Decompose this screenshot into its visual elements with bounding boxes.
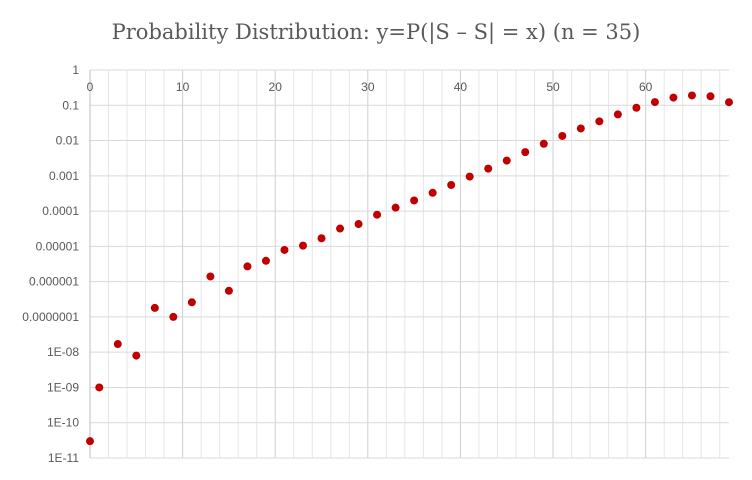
data-point — [465, 172, 474, 181]
data-point — [632, 103, 641, 112]
data-point — [150, 303, 159, 312]
data-point — [428, 188, 437, 197]
y-tick-label: 1E-11 — [48, 451, 79, 465]
data-point — [484, 164, 493, 173]
data-point — [595, 117, 604, 126]
data-point — [206, 272, 215, 281]
y-tick-label: 0.0000001 — [22, 310, 79, 324]
data-point — [725, 98, 733, 107]
data-point — [132, 351, 141, 360]
x-tick-label: 30 — [361, 80, 375, 94]
chart-title: Probability Distribution: y=P(|S – S| = … — [111, 20, 641, 44]
data-point — [113, 340, 122, 349]
y-tick-label: 0.0001 — [42, 204, 79, 218]
data-point — [687, 91, 696, 100]
data-point — [317, 234, 326, 243]
data-point — [261, 256, 270, 265]
data-point — [169, 312, 178, 321]
data-point — [502, 156, 511, 165]
data-point — [224, 286, 233, 295]
data-point — [669, 93, 678, 102]
x-tick-label: 0 — [87, 80, 94, 94]
x-tick-label: 20 — [269, 80, 283, 94]
data-point — [650, 98, 659, 107]
data-point — [280, 245, 289, 254]
y-tick-label: 0.00001 — [36, 239, 80, 253]
x-tick-label: 50 — [546, 80, 560, 94]
data-point — [95, 383, 104, 392]
data-point — [373, 210, 382, 219]
data-point — [521, 148, 530, 157]
data-point — [447, 180, 456, 189]
data-point — [576, 124, 585, 133]
data-point — [299, 241, 307, 250]
y-tick-label: 0.001 — [49, 169, 79, 183]
data-point — [558, 131, 567, 140]
y-tick-label: 1E-08 — [47, 345, 79, 359]
data-point — [706, 92, 715, 101]
data-point — [539, 139, 548, 148]
x-tick-label: 40 — [454, 80, 468, 94]
y-tick-label: 0.1 — [62, 98, 79, 112]
y-tick-label: 1E-09 — [47, 380, 79, 394]
data-point — [187, 298, 196, 307]
x-tick-label: 10 — [176, 80, 190, 94]
data-point — [86, 437, 94, 446]
data-point — [410, 196, 419, 205]
data-point — [354, 220, 363, 229]
data-point — [243, 262, 252, 271]
y-tick-label: 0.000001 — [29, 275, 79, 289]
data-point — [336, 224, 345, 233]
y-tick-label: 0.01 — [56, 134, 80, 148]
data-point — [391, 203, 400, 212]
y-tick-label: 1E-10 — [47, 416, 79, 430]
x-tick-label: 60 — [639, 80, 653, 94]
y-tick-label: 1 — [72, 63, 79, 77]
data-point — [613, 110, 622, 119]
